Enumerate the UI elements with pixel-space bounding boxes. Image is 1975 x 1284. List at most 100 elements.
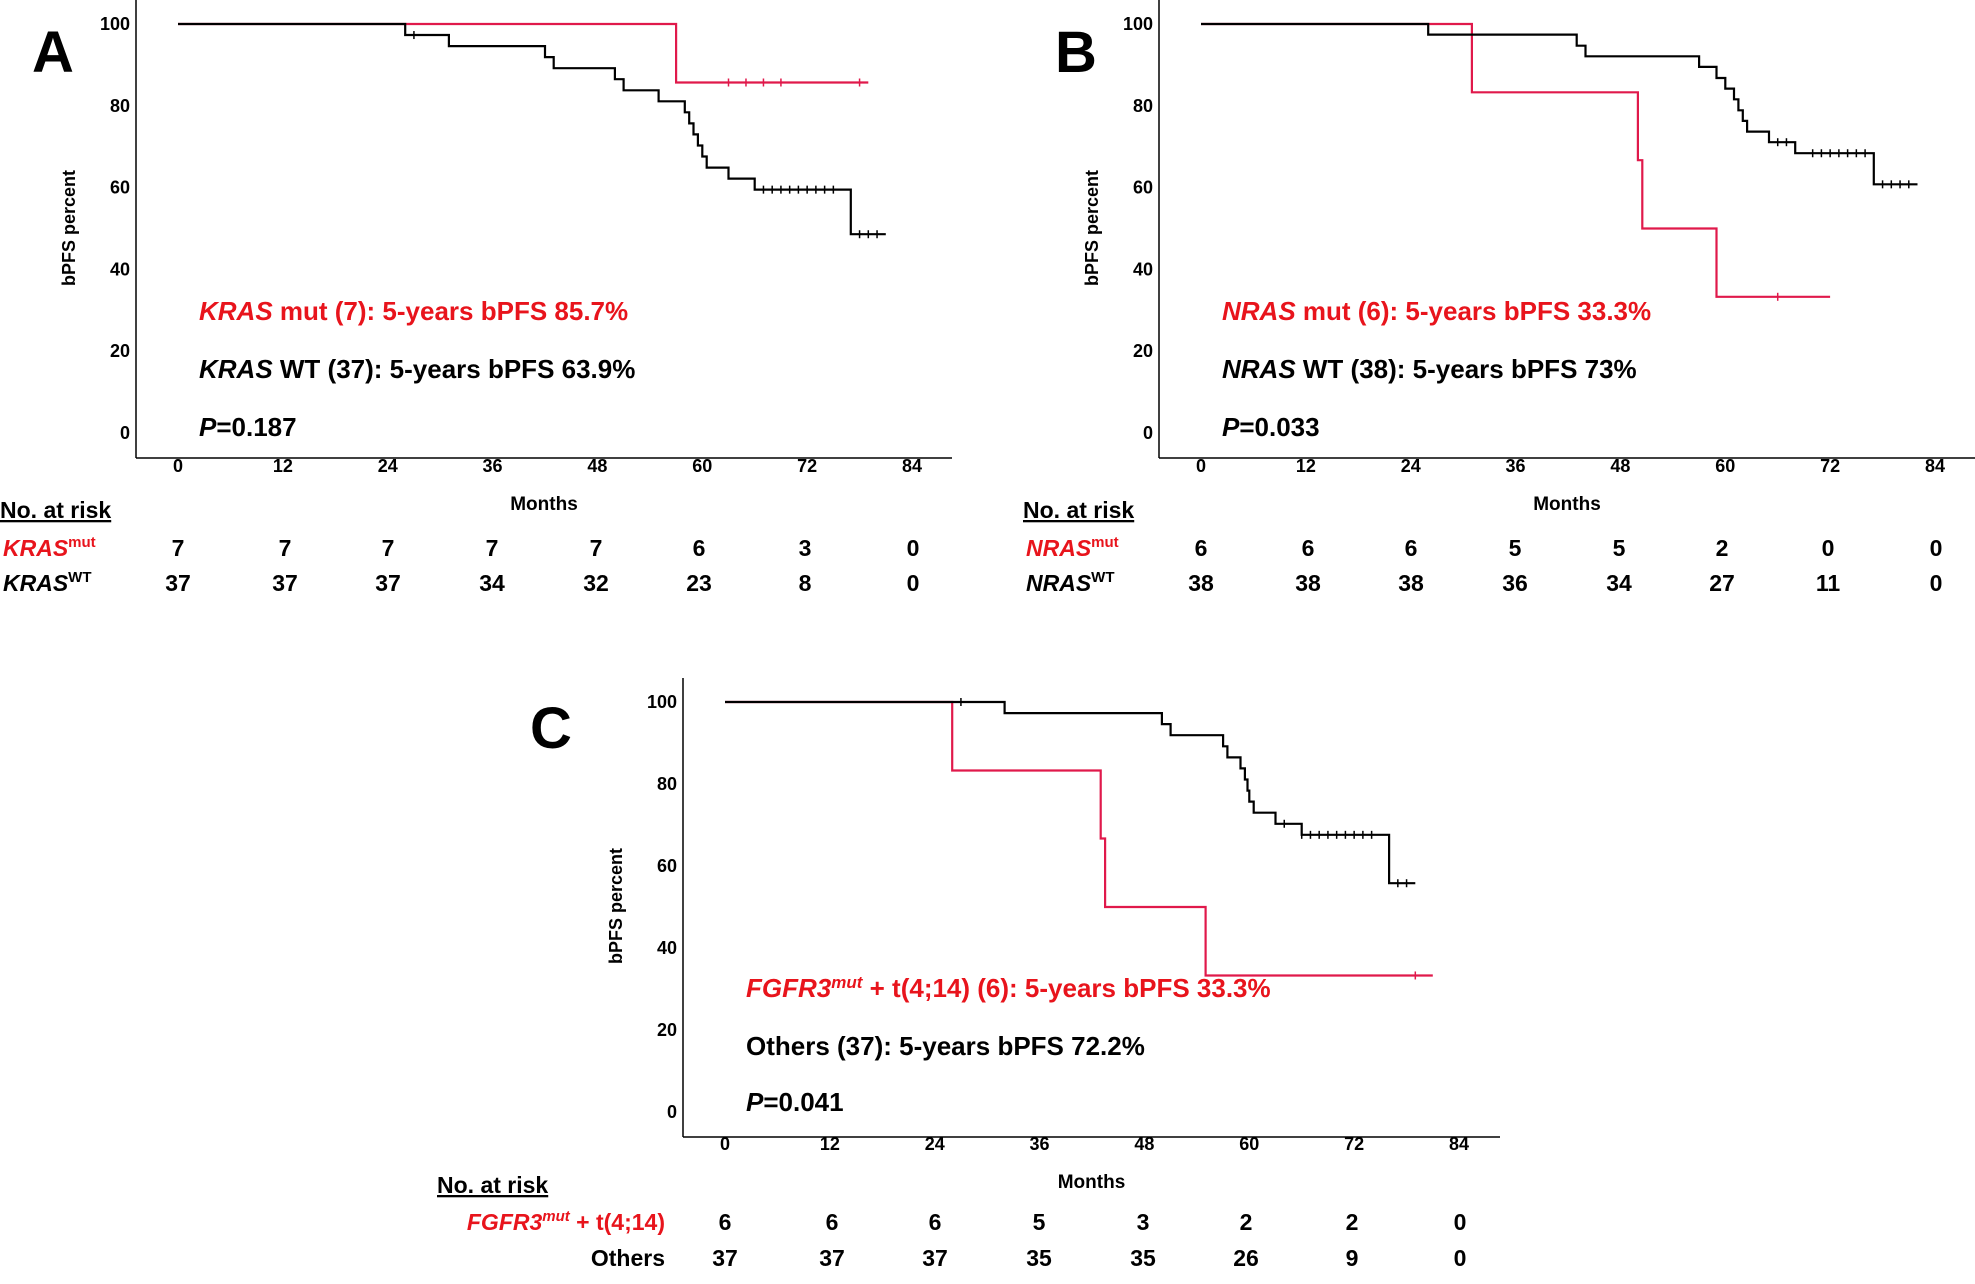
x-tick-label: 84 xyxy=(1925,456,1945,476)
risk-count: 0 xyxy=(907,535,920,561)
annotation-text: + t(4;14) (6): 5-years bPFS 33.3% xyxy=(862,973,1270,1003)
risk-count: 37 xyxy=(922,1245,948,1271)
y-tick-label: 20 xyxy=(110,341,130,361)
x-tick-label: 84 xyxy=(902,456,922,476)
x-tick-label: 60 xyxy=(1239,1134,1259,1154)
risk-count: 38 xyxy=(1188,570,1214,596)
y-tick-label: 80 xyxy=(110,96,130,116)
risk-count: 6 xyxy=(826,1209,839,1235)
risk-row-gene: KRAS xyxy=(3,570,69,596)
risk-count: 0 xyxy=(1454,1209,1467,1235)
annotation-gene: KRAS xyxy=(199,296,273,326)
risk-row-suffix: + t(4;14) xyxy=(570,1209,665,1235)
x-tick-label: 0 xyxy=(1196,456,1206,476)
x-tick-label: 48 xyxy=(1610,456,1630,476)
risk-count: 5 xyxy=(1613,535,1626,561)
y-tick-label: 100 xyxy=(1123,14,1153,34)
panel-label: B xyxy=(1055,20,1097,85)
annotation-text: WT (38): 5-years bPFS 73% xyxy=(1296,354,1637,384)
annotation-wt: NRAS WT (38): 5-years bPFS 73% xyxy=(1222,354,1637,384)
risk-row-gene: NRAS xyxy=(1026,570,1092,596)
p-label: P xyxy=(199,412,217,442)
risk-table-title: No. at risk xyxy=(1023,497,1134,523)
x-tick-label: 24 xyxy=(378,456,398,476)
p-label: P xyxy=(1222,412,1240,442)
risk-row-suffix: Others xyxy=(591,1245,665,1271)
risk-row-label: KRASWT xyxy=(3,569,92,596)
x-tick-label: 72 xyxy=(1820,456,1840,476)
km-curve-mut xyxy=(178,22,869,84)
risk-count: 37 xyxy=(272,570,298,596)
annotation-wt: KRAS WT (37): 5-years bPFS 63.9% xyxy=(199,354,635,384)
x-tick-label: 48 xyxy=(587,456,607,476)
y-tick-label: 80 xyxy=(1133,96,1153,116)
risk-row-label: KRASmut xyxy=(3,534,96,561)
y-tick-label: 0 xyxy=(120,423,130,443)
y-tick-label: 80 xyxy=(657,774,677,794)
p-value: P=0.041 xyxy=(746,1087,844,1117)
risk-count: 27 xyxy=(1709,570,1735,596)
y-tick-label: 0 xyxy=(667,1102,677,1122)
panel-label: C xyxy=(530,696,572,761)
risk-row-gene: NRAS xyxy=(1026,535,1092,561)
x-tick-label: 36 xyxy=(1506,456,1526,476)
x-tick-label: 12 xyxy=(273,456,293,476)
y-tick-label: 40 xyxy=(1133,259,1153,279)
p-value-text: =0.033 xyxy=(1239,412,1319,442)
x-axis-title: Months xyxy=(1533,494,1601,515)
risk-count: 7 xyxy=(382,535,395,561)
y-tick-label: 0 xyxy=(1143,423,1153,443)
risk-row-label: FGFR3mut + t(4;14) xyxy=(467,1208,665,1235)
x-tick-label: 24 xyxy=(1401,456,1421,476)
risk-count: 35 xyxy=(1130,1245,1156,1271)
y-tick-label: 100 xyxy=(100,14,130,34)
risk-count: 34 xyxy=(1606,570,1632,596)
x-axis-title: Months xyxy=(510,494,578,515)
risk-count: 35 xyxy=(1026,1245,1052,1271)
risk-count: 26 xyxy=(1233,1245,1259,1271)
risk-count: 11 xyxy=(1816,570,1841,596)
annotation-sup: mut xyxy=(831,973,864,992)
annotation-wt: Others (37): 5-years bPFS 72.2% xyxy=(746,1031,1145,1061)
x-tick-label: 72 xyxy=(797,456,817,476)
risk-row-sup: mut xyxy=(1091,534,1119,551)
risk-count: 8 xyxy=(799,570,812,596)
risk-count: 36 xyxy=(1502,570,1528,596)
risk-row-gene: KRAS xyxy=(3,535,69,561)
annotation-text: mut (6): 5-years bPFS 33.3% xyxy=(1296,296,1651,326)
risk-count: 32 xyxy=(583,570,609,596)
risk-count: 0 xyxy=(1822,535,1835,561)
annotation-gene: NRAS xyxy=(1222,296,1296,326)
x-tick-label: 0 xyxy=(173,456,183,476)
annotation-gene: KRAS xyxy=(199,354,273,384)
x-tick-label: 48 xyxy=(1134,1134,1154,1154)
risk-count: 34 xyxy=(479,570,505,596)
y-tick-label: 60 xyxy=(110,178,130,198)
y-tick-label: 100 xyxy=(647,692,677,712)
risk-row-sup: mut xyxy=(68,534,96,551)
p-value: P=0.187 xyxy=(199,412,297,442)
risk-count: 2 xyxy=(1240,1209,1253,1235)
risk-count: 6 xyxy=(693,535,706,561)
risk-count: 7 xyxy=(590,535,603,561)
x-tick-label: 36 xyxy=(1030,1134,1050,1154)
y-tick-label: 20 xyxy=(1133,341,1153,361)
annotation-mut: FGFR3mut + t(4;14) (6): 5-years bPFS 33.… xyxy=(746,973,1271,1003)
y-tick-label: 60 xyxy=(657,856,677,876)
annotation-text: mut (7): 5-years bPFS 85.7% xyxy=(273,296,628,326)
risk-count: 37 xyxy=(165,570,191,596)
x-tick-label: 0 xyxy=(720,1134,730,1154)
y-tick-label: 40 xyxy=(110,259,130,279)
p-label: P xyxy=(746,1087,764,1117)
risk-count: 5 xyxy=(1509,535,1522,561)
km-curve-wt xyxy=(1201,22,1918,186)
risk-count: 7 xyxy=(486,535,499,561)
p-value: P=0.033 xyxy=(1222,412,1320,442)
km-curve-mut xyxy=(1201,22,1831,298)
risk-count: 23 xyxy=(686,570,712,596)
risk-count: 6 xyxy=(1405,535,1418,561)
x-axis-title: Months xyxy=(1058,1172,1126,1193)
